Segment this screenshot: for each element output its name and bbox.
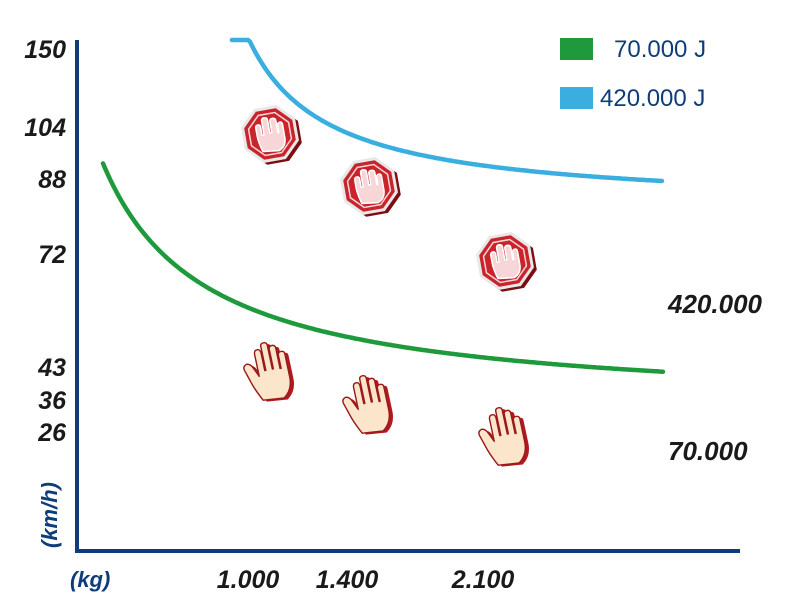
series-end-label: 70.000 — [668, 436, 748, 466]
stop-sign-icon — [340, 157, 401, 217]
hand-icon — [243, 341, 295, 402]
x-axis-label: (kg) — [70, 567, 110, 592]
legend-swatch — [560, 87, 593, 109]
y-tick-label: 150 — [24, 36, 66, 64]
x-tick-label: 1.400 — [316, 566, 379, 594]
data-markers — [241, 105, 537, 467]
axes — [75, 40, 740, 553]
hand-icon — [342, 374, 394, 435]
series-end-labels: 420.000 70.000 — [667, 289, 763, 466]
x-tick-labels: 1.000 1.400 2.100 — [217, 566, 515, 594]
legend-label: 420.000 J — [600, 85, 705, 112]
y-tick-label: 104 — [24, 114, 66, 142]
stop-sign-icon — [476, 232, 537, 292]
y-tick-label: 88 — [38, 166, 66, 194]
y-tick-label: 26 — [37, 419, 67, 447]
legend-label: 70.000 J — [614, 36, 706, 63]
y-tick-labels: 26 36 43 72 88 104 150 — [24, 36, 67, 447]
y-tick-label: 72 — [38, 241, 66, 269]
x-tick-label: 2.100 — [451, 566, 515, 594]
series-end-label: 420.000 — [667, 289, 763, 319]
series-line — [229, 37, 665, 184]
legend: 70.000 J 420.000 J — [560, 36, 706, 112]
y-tick-label: 43 — [37, 354, 66, 382]
hand-icon — [478, 406, 530, 467]
y-axis-label: (km/h) — [37, 482, 62, 548]
y-tick-label: 36 — [38, 387, 67, 415]
series-line — [100, 161, 666, 374]
series-curves — [100, 37, 666, 374]
stop-sign-icon — [241, 105, 302, 165]
legend-swatch — [560, 38, 593, 60]
x-tick-label: 1.000 — [217, 566, 280, 594]
